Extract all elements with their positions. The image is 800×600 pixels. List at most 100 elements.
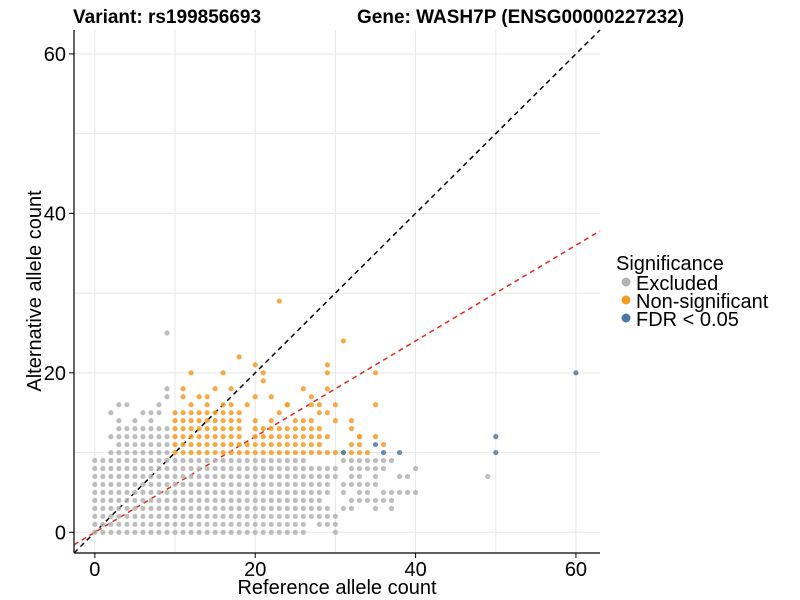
fit-line xyxy=(73,230,601,546)
data-point xyxy=(364,497,371,503)
data-point xyxy=(156,410,162,416)
data-point xyxy=(308,394,314,400)
data-point xyxy=(300,457,306,464)
data-point xyxy=(324,362,330,368)
data-point xyxy=(172,410,178,416)
data-point xyxy=(236,513,242,519)
data-point xyxy=(132,434,138,440)
data-point xyxy=(108,505,114,511)
legend: Significance Excluded Non-significant FD… xyxy=(616,253,769,331)
data-point xyxy=(268,497,274,503)
data-point xyxy=(220,521,226,527)
legend-excluded-label: Excluded xyxy=(636,273,718,295)
chart-title-variant: Variant: rs199856693 xyxy=(73,7,261,28)
data-point xyxy=(364,449,371,456)
data-point xyxy=(164,426,170,432)
data-point xyxy=(284,465,290,472)
data-point xyxy=(116,449,122,456)
data-point xyxy=(276,497,282,503)
data-point xyxy=(252,362,258,368)
data-point xyxy=(140,426,146,432)
data-point xyxy=(236,489,242,496)
data-point xyxy=(204,457,210,464)
data-point xyxy=(164,513,170,519)
data-point xyxy=(164,330,170,336)
data-point xyxy=(268,426,274,432)
data-point xyxy=(108,410,114,416)
data-point xyxy=(196,418,202,424)
data-point xyxy=(188,481,194,488)
data-point xyxy=(212,521,218,527)
data-point xyxy=(324,513,330,519)
data-point xyxy=(372,481,379,488)
data-point xyxy=(196,481,202,488)
data-point xyxy=(188,489,194,496)
data-point xyxy=(172,434,178,440)
data-point xyxy=(180,410,186,416)
data-point xyxy=(292,465,298,472)
data-point xyxy=(324,370,330,376)
data-point xyxy=(316,505,322,511)
data-point xyxy=(140,410,146,416)
data-point xyxy=(228,481,234,488)
data-point xyxy=(132,426,138,432)
data-point xyxy=(228,402,234,408)
data-point xyxy=(116,473,122,480)
data-point xyxy=(132,529,138,535)
data-point xyxy=(332,529,338,535)
data-point xyxy=(180,394,186,400)
data-point xyxy=(148,426,154,432)
data-point xyxy=(388,505,395,511)
data-point xyxy=(100,521,106,527)
data-point xyxy=(132,521,138,527)
data-point xyxy=(356,473,363,480)
data-point xyxy=(180,497,186,503)
data-point xyxy=(268,441,274,448)
data-point xyxy=(108,434,114,440)
data-point xyxy=(244,465,250,472)
data-point xyxy=(212,513,218,519)
data-point xyxy=(92,465,98,472)
data-point xyxy=(172,465,178,472)
data-point xyxy=(124,529,130,535)
data-point xyxy=(148,457,154,464)
data-point xyxy=(100,465,106,472)
data-point xyxy=(180,449,186,456)
data-point xyxy=(180,434,186,440)
data-point xyxy=(348,481,355,488)
data-point xyxy=(92,481,98,488)
data-point xyxy=(356,457,363,464)
data-point xyxy=(260,434,266,440)
data-point xyxy=(180,465,186,472)
data-point xyxy=(220,434,226,440)
data-point xyxy=(148,521,154,527)
data-point xyxy=(212,481,218,488)
data-point xyxy=(92,457,98,464)
data-point xyxy=(332,473,338,480)
data-point xyxy=(220,529,226,535)
data-point xyxy=(172,481,178,488)
data-point xyxy=(228,505,234,511)
data-point xyxy=(300,434,306,440)
data-point xyxy=(348,449,355,456)
data-point xyxy=(172,489,178,496)
data-point xyxy=(284,521,290,527)
data-point xyxy=(196,505,202,511)
data-point xyxy=(212,418,218,424)
data-point xyxy=(284,481,290,488)
data-point xyxy=(300,521,306,527)
data-point xyxy=(244,513,250,519)
data-point xyxy=(316,513,322,519)
data-point xyxy=(292,489,298,496)
data-point xyxy=(196,473,202,480)
y-axis-title: Alternative allele count xyxy=(24,190,46,392)
data-point xyxy=(244,473,250,480)
data-point xyxy=(196,513,202,519)
data-point xyxy=(204,513,210,519)
data-point xyxy=(485,473,491,480)
data-point xyxy=(284,434,290,440)
data-point xyxy=(284,489,290,496)
data-point xyxy=(340,505,347,511)
data-point xyxy=(124,497,130,503)
data-point xyxy=(244,497,250,503)
